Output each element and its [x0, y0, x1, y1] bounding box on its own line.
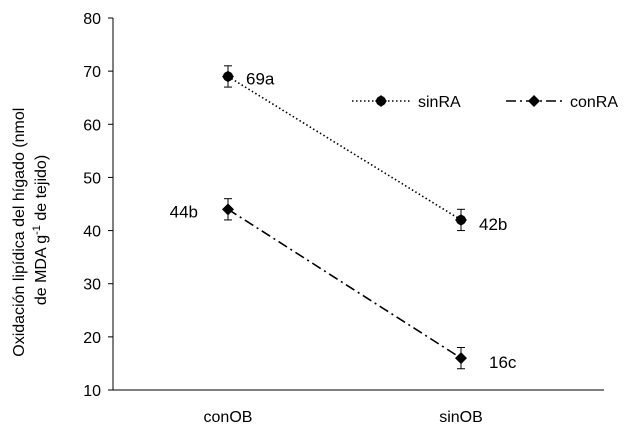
data-label: 42b [479, 215, 507, 234]
y-tick-label: 50 [83, 170, 101, 187]
data-point [222, 203, 234, 216]
series-sinRA: 69a 42b [222, 65, 507, 234]
y-axis-label: Oxidación lipídica del hígado (nmol de M… [11, 103, 50, 356]
data-label: 16c [489, 353, 517, 372]
y-axis-label-superscript: -1 [31, 225, 43, 235]
y-tick-label: 40 [83, 224, 101, 241]
x-tick-label: sinOB [439, 409, 483, 426]
x-tick-label: conOB [204, 409, 253, 426]
y-axis-label-line-2: de MDA g-1 de tejido) [31, 155, 50, 305]
data-label: 69a [246, 69, 275, 88]
data-label: 44b [170, 202, 198, 221]
y-axis-label-line-1: Oxidación lipídica del hígado (nmol [11, 108, 28, 357]
x-ticks: conOB sinOB [204, 409, 483, 426]
axes [112, 18, 604, 391]
legend-item-sinRA: sinRA [352, 94, 461, 111]
series-conRA: 44b 16c [170, 198, 517, 372]
series-line-sinRA [227, 75, 462, 221]
data-point [455, 352, 467, 365]
y-ticks: 10 20 30 40 50 60 70 80 [83, 11, 113, 400]
legend: sinRA conRA [352, 94, 618, 111]
legend-label: conRA [570, 94, 618, 111]
y-tick-label: 10 [83, 383, 101, 400]
legend-label: sinRA [418, 94, 461, 111]
series-group: 69a 42b 44b 16c [170, 65, 517, 372]
series-line-conRA [227, 208, 462, 359]
data-point-outline [455, 213, 467, 226]
y-tick-label: 60 [83, 117, 101, 134]
legend-item-conRA: conRA [506, 94, 618, 111]
y-tick-label: 80 [83, 11, 101, 28]
legend-marker-outline [375, 95, 387, 107]
y-tick-label: 20 [83, 330, 101, 347]
data-point-outline [222, 70, 234, 83]
y-tick-label: 70 [83, 64, 101, 81]
legend-marker [528, 95, 540, 107]
y-tick-label: 30 [83, 277, 101, 294]
